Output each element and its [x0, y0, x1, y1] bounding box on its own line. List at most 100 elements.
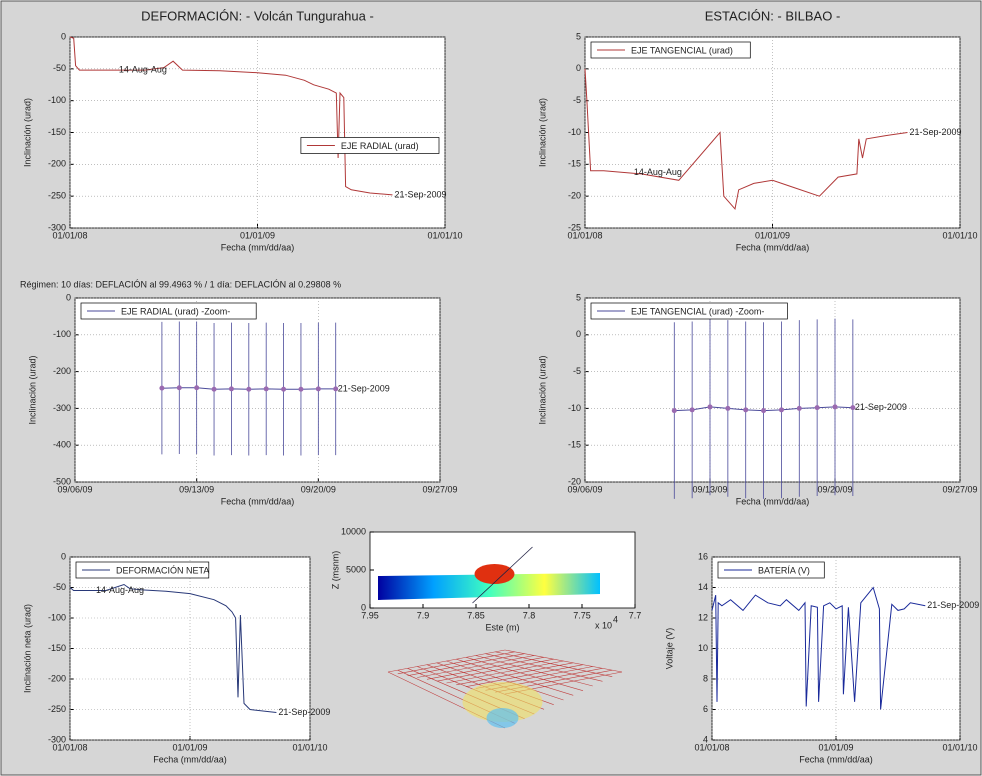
x-tick-label: 01/01/09: [172, 742, 207, 752]
x-tick-label: 09/06/09: [567, 484, 602, 494]
y-tick-label: -250: [48, 704, 66, 714]
annotation: 14-Aug-Aug: [119, 64, 167, 74]
mesh-line: [504, 649, 623, 673]
annotation: 21-Sep-2009: [338, 383, 390, 393]
mesh-line: [446, 660, 564, 684]
y-tick-label: 5000: [346, 564, 366, 574]
y-tick-label: 0: [66, 292, 71, 302]
x-tick-label: 01/01/09: [755, 230, 790, 240]
legend-label: BATERÍA (V): [758, 565, 810, 575]
y-tick-label: 12: [698, 612, 708, 622]
x-tick-label: 7.7: [629, 610, 642, 620]
annotation: 21-Sep-2009: [910, 127, 962, 137]
y-tick-label: 10: [698, 643, 708, 653]
y-tick-label: 0: [361, 602, 366, 612]
chart-title: DEFORMACIÓN: - Volcán Tungurahua -: [141, 8, 374, 23]
annotation: 21-Sep-2009: [927, 600, 979, 610]
legend-box: [80, 302, 257, 320]
y-tick-label: -100: [53, 329, 71, 339]
x-axis-label: Fecha (mm/dd/aa): [221, 242, 295, 252]
y-tick-label: -200: [53, 366, 71, 376]
mesh-line: [397, 651, 515, 675]
y-tick-label: -200: [48, 673, 66, 683]
mesh-line: [417, 655, 535, 678]
y-axis-label: Inclinación neta (urad): [22, 604, 32, 693]
annotation: 14-Aug-Aug: [634, 167, 682, 177]
y-tick-label: 5: [576, 31, 581, 41]
y-tick-label: -500: [53, 476, 71, 486]
mesh-line: [436, 658, 554, 682]
y-tick-label: -10: [568, 403, 581, 413]
y-tick-label: -150: [48, 643, 66, 653]
plot-area: [74, 297, 441, 483]
data-point: [814, 405, 820, 411]
data-point: [761, 408, 767, 414]
surface-peak: [474, 564, 515, 584]
legend-label: EJE TANGENCIAL (urad): [631, 45, 733, 55]
data-point: [159, 385, 165, 391]
y-axis-label: Z (msnm): [330, 551, 340, 590]
data-line: [711, 586, 926, 710]
y-axis-label: Inclinación (urad): [537, 355, 547, 424]
mesh-line: [485, 653, 603, 682]
y-axis-label: Inclinación (urad): [537, 98, 547, 167]
x-tick-label: 01/01/08: [567, 230, 602, 240]
x-tick-label: 09/27/09: [422, 484, 457, 494]
data-point: [725, 405, 731, 411]
data-point: [228, 386, 234, 392]
y-tick-label: -5: [573, 366, 581, 376]
y-tick-label: 0: [576, 329, 581, 339]
data-point: [194, 385, 200, 391]
legend-label: EJE RADIAL (urad): [341, 141, 419, 151]
legend-box: [300, 137, 440, 154]
data-line: [584, 68, 908, 210]
x-axis-label: Fecha (mm/dd/aa): [221, 496, 295, 506]
annotation: 21-Sep-2009: [855, 402, 907, 412]
mesh-line: [465, 657, 584, 691]
x-tick-label: 01/01/09: [818, 742, 853, 752]
x-tick-label: 09/27/09: [942, 484, 977, 494]
x-tick-label: 7.95: [361, 610, 379, 620]
mesh-bottom: [486, 708, 519, 728]
x-axis-label: Fecha (mm/dd/aa): [736, 242, 810, 252]
y-tick-label: 10000: [341, 526, 366, 536]
data-point: [689, 407, 695, 413]
surface-line: [472, 546, 533, 604]
y-tick-label: -25: [568, 222, 581, 232]
data-point: [211, 386, 217, 392]
data-point: [671, 408, 677, 414]
y-tick-label: -400: [53, 440, 71, 450]
annotation: 21-Sep-2009: [278, 707, 330, 717]
legend-label: DEFORMACIÓN NETA: [116, 565, 209, 575]
x-axis-label: Fecha (mm/dd/aa): [153, 754, 227, 764]
mesh-line: [495, 651, 613, 677]
y-tick-label: 6: [703, 704, 708, 714]
legend-label: EJE TANGENCIAL (urad) -Zoom-: [631, 306, 764, 316]
data-point: [796, 405, 802, 411]
y-tick-label: 8: [703, 673, 708, 683]
plot-area: [584, 297, 961, 483]
y-tick-label: 16: [698, 551, 708, 561]
y-tick-label: 0: [61, 551, 66, 561]
data-point: [707, 404, 713, 410]
x-tick-label: 01/01/10: [942, 742, 977, 752]
data-point: [176, 385, 182, 391]
data-point: [298, 386, 304, 392]
mesh-line: [407, 653, 525, 676]
x-tick-label: 09/06/09: [57, 484, 92, 494]
data-line: [69, 583, 277, 713]
y-tick-label: 0: [576, 63, 581, 73]
legend-box: [75, 561, 210, 579]
y-tick-label: 0: [61, 31, 66, 41]
y-tick-label: 4: [703, 734, 708, 744]
y-tick-label: -15: [568, 440, 581, 450]
x-axis-label: Fecha (mm/dd/aa): [799, 754, 873, 764]
x-tick-label: 01/01/10: [942, 230, 977, 240]
y-tick-label: -100: [48, 95, 66, 105]
data-line: [69, 36, 393, 196]
y-axis-label: Inclinación (urad): [22, 98, 32, 167]
y-tick-label: 14: [698, 582, 708, 592]
y-tick-label: -15: [568, 159, 581, 169]
y-tick-label: -20: [568, 191, 581, 201]
x-multiplier: x 10: [595, 620, 612, 630]
